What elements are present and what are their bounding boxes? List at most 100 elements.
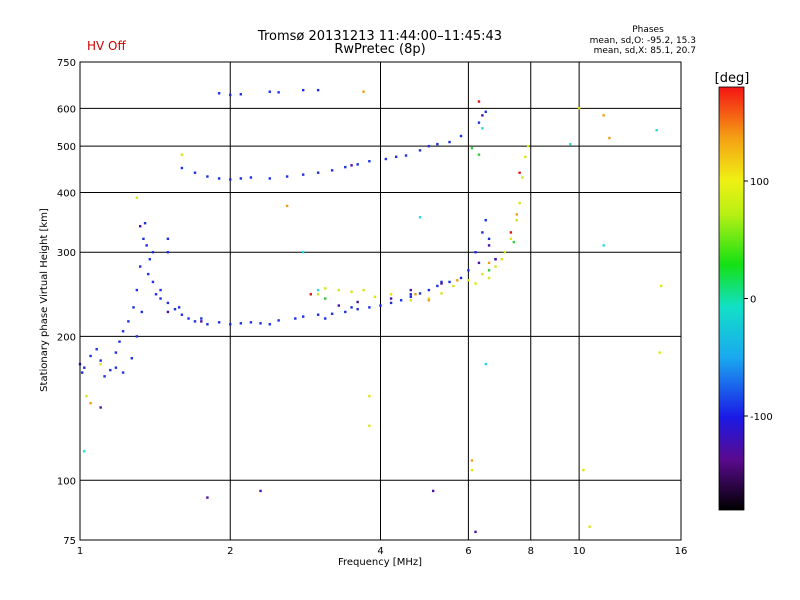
data-point: [132, 306, 135, 309]
data-point: [337, 288, 341, 292]
data-point: [487, 261, 491, 265]
data-point: [229, 178, 232, 181]
y-tick-label: 300: [57, 248, 76, 259]
y-tick-label: 400: [57, 188, 76, 199]
data-point: [474, 530, 477, 534]
data-point: [404, 154, 408, 157]
data-point: [512, 240, 516, 244]
data-point: [206, 323, 209, 326]
data-point: [239, 177, 243, 180]
y-tick-label: 75: [63, 536, 76, 547]
x-tick-label: 1: [77, 546, 83, 557]
data-point: [477, 121, 481, 124]
colorbar-tick-label: 100: [750, 177, 769, 188]
data-point: [459, 134, 463, 138]
data-point: [83, 450, 86, 453]
data-point: [518, 171, 521, 174]
data-point: [330, 169, 334, 172]
data-point: [268, 177, 271, 180]
data-point: [470, 459, 474, 462]
plot-frame: [79, 61, 682, 541]
data-point: [177, 306, 181, 309]
data-point: [285, 204, 289, 208]
data-point: [481, 231, 484, 234]
data-point: [350, 290, 353, 293]
data-points: [78, 88, 663, 534]
data-point: [145, 244, 148, 247]
data-point: [330, 312, 334, 315]
data-point: [500, 258, 504, 261]
data-point: [316, 88, 320, 92]
data-point: [127, 320, 130, 323]
data-point: [135, 196, 139, 199]
data-point: [655, 128, 658, 132]
data-point: [362, 90, 365, 93]
data-point: [324, 287, 327, 290]
data-point: [229, 323, 232, 326]
data-point: [409, 295, 412, 299]
data-point: [608, 136, 611, 140]
data-point: [487, 276, 491, 280]
data-point: [193, 171, 197, 174]
data-point: [140, 310, 144, 314]
data-point: [356, 300, 359, 304]
y-tick-label: 100: [57, 476, 76, 487]
data-point: [494, 265, 497, 268]
data-point: [503, 251, 507, 254]
data-point: [427, 299, 431, 302]
data-point: [180, 166, 184, 170]
data-point: [294, 317, 297, 320]
data-point: [658, 351, 661, 354]
data-point: [418, 292, 422, 295]
data-point: [142, 237, 145, 241]
grid-lines: [80, 62, 681, 540]
colorbar-ticks: -100 0 100: [744, 177, 773, 423]
data-point: [301, 173, 305, 176]
data-point: [515, 219, 518, 222]
data-point: [151, 280, 155, 284]
data-point: [229, 93, 232, 97]
phases-x-stats: mean, sd,X: 85.1, 20.7: [594, 46, 696, 56]
data-point: [316, 313, 320, 316]
x-tick-label: 8: [528, 546, 534, 557]
data-point: [166, 251, 170, 254]
data-point: [394, 155, 398, 159]
x-tick-label: 4: [377, 546, 383, 557]
data-point: [494, 258, 497, 261]
data-point: [368, 306, 371, 309]
data-point: [470, 468, 474, 472]
data-point: [217, 92, 221, 95]
data-point: [200, 317, 203, 320]
data-point: [368, 424, 371, 428]
data-point: [121, 371, 125, 374]
data-point: [399, 299, 403, 302]
data-point: [427, 297, 431, 300]
data-point: [409, 288, 412, 292]
colorbar: [718, 86, 745, 511]
data-point: [114, 366, 118, 369]
data-point: [448, 280, 451, 284]
data-point: [384, 157, 388, 161]
data-point: [484, 219, 487, 222]
data-point: [217, 321, 221, 324]
data-point: [509, 237, 513, 241]
data-point: [418, 149, 422, 152]
data-point: [389, 293, 393, 296]
data-point: [409, 299, 412, 302]
colorbar-tick-label: 0: [750, 295, 756, 306]
data-point: [477, 153, 481, 156]
data-point: [309, 293, 312, 296]
data-point: [180, 313, 184, 316]
data-point: [484, 110, 487, 114]
data-point: [159, 297, 162, 300]
y-tick-label: 600: [57, 104, 76, 115]
data-point: [166, 310, 170, 314]
data-point: [135, 335, 139, 338]
phases-o-stats: mean, sd,O: -95.2, 15.3: [590, 36, 696, 46]
data-point: [427, 144, 431, 148]
chart-subtitle: RwPretec (8p): [334, 42, 425, 57]
x-tick-label: 2: [227, 546, 233, 557]
x-axis-label: Frequency [MHz]: [338, 557, 422, 568]
data-point: [166, 237, 170, 241]
data-point: [109, 368, 112, 372]
